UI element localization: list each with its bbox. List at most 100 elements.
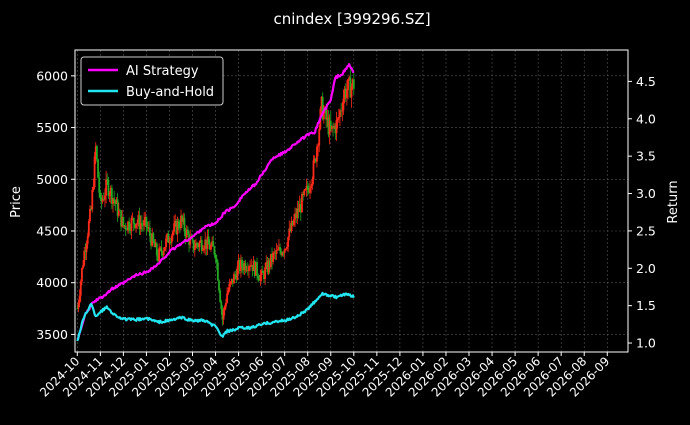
- candle-body: [242, 266, 245, 271]
- candle-body: [157, 255, 159, 262]
- candle-body: [214, 254, 217, 259]
- candle-body: [327, 117, 330, 135]
- candle-body: [291, 220, 294, 226]
- candle-body: [220, 302, 223, 309]
- right-tick-label: 4.0: [636, 111, 656, 126]
- candle-body: [264, 267, 266, 280]
- candle-body: [318, 128, 321, 146]
- right-tick-label: 3.0: [636, 186, 656, 201]
- candle-body: [201, 249, 204, 251]
- candle-body: [258, 278, 261, 281]
- candle-body: [132, 217, 135, 224]
- candle-body: [108, 194, 111, 196]
- candle-body: [333, 126, 336, 128]
- candle-body: [154, 243, 157, 248]
- candle-body: [210, 245, 212, 250]
- candle-body: [352, 79, 355, 89]
- candle-body: [180, 215, 182, 229]
- candle-body: [254, 262, 257, 276]
- legend-label-ai-strategy: AI Strategy: [126, 64, 199, 79]
- candle-body: [342, 98, 345, 111]
- candle-body: [98, 177, 101, 193]
- candle-body: [94, 146, 97, 157]
- candle-body: [102, 199, 105, 200]
- candle-body: [280, 251, 283, 256]
- candle-body: [162, 250, 165, 256]
- candle-body: [228, 283, 231, 291]
- candle-body: [313, 158, 316, 161]
- left-tick-label: 5500: [36, 120, 68, 135]
- plot-frame: [74, 49, 629, 353]
- candle-body: [241, 259, 243, 267]
- candle-body: [278, 247, 280, 250]
- candle-body: [260, 270, 263, 276]
- candle-body: [148, 227, 151, 237]
- candle-body: [236, 266, 239, 280]
- candle-body: [92, 187, 95, 190]
- candle-body: [332, 125, 334, 128]
- candle-body: [193, 247, 196, 251]
- candle-body: [223, 306, 226, 311]
- candle-body: [240, 259, 242, 271]
- candle-body: [303, 189, 306, 195]
- candle-body: [206, 236, 209, 249]
- candle-body: [216, 262, 219, 281]
- candle-body: [176, 221, 179, 234]
- candle-body: [195, 243, 197, 248]
- candle-body: [83, 250, 86, 266]
- candle-body: [143, 219, 146, 226]
- candle-body: [147, 227, 150, 229]
- candle-body: [127, 221, 129, 231]
- candle-body: [115, 199, 118, 204]
- candle-body: [246, 269, 249, 271]
- candle-body: [227, 290, 230, 294]
- candle-body: [77, 302, 80, 309]
- candle-body: [274, 252, 277, 254]
- candle-body: [340, 110, 343, 112]
- candle-body: [261, 270, 264, 273]
- candle-body: [269, 253, 272, 267]
- candle-body: [189, 237, 192, 245]
- candle-body: [267, 260, 270, 273]
- candle-body: [167, 233, 170, 243]
- candle-body: [187, 229, 189, 235]
- candle-body: [266, 262, 269, 273]
- right-tick-label: 4.5: [636, 74, 656, 89]
- candle-body: [116, 199, 119, 216]
- candle-body: [93, 156, 96, 188]
- candle-body: [328, 120, 331, 135]
- grid-layer: [75, 50, 628, 352]
- candle-body: [203, 248, 205, 250]
- candle-body: [170, 235, 173, 243]
- candle-body: [101, 199, 104, 202]
- candle-body: [137, 215, 140, 223]
- candle-body: [109, 187, 112, 195]
- candle-body: [198, 242, 201, 248]
- candle-body: [316, 146, 318, 162]
- right-tick-label: 1.5: [636, 298, 656, 313]
- candle-body: [284, 248, 287, 250]
- candle-body: [87, 221, 90, 237]
- series-line-buy-and-hold: [76, 291, 355, 342]
- candle-body: [263, 272, 265, 280]
- candle-body: [268, 260, 271, 267]
- candle-body: [275, 249, 278, 254]
- candle-body: [142, 224, 144, 226]
- candle-body: [163, 247, 166, 251]
- left-y-axis: 3500 4000 4500 5000 5500 6000: [36, 68, 75, 342]
- candle-body: [161, 251, 164, 256]
- candle-body: [231, 278, 234, 284]
- candle-body: [252, 260, 255, 271]
- candle-body: [297, 208, 300, 213]
- candle-body: [117, 210, 120, 216]
- candle-body: [329, 120, 332, 130]
- candle-body: [91, 189, 94, 210]
- candle-body: [321, 96, 324, 120]
- candle-body: [233, 274, 235, 284]
- candle-body: [325, 107, 328, 120]
- candle-body: [192, 240, 195, 251]
- candle-body: [249, 266, 252, 267]
- candle-body: [182, 218, 185, 222]
- candle-body: [312, 160, 315, 180]
